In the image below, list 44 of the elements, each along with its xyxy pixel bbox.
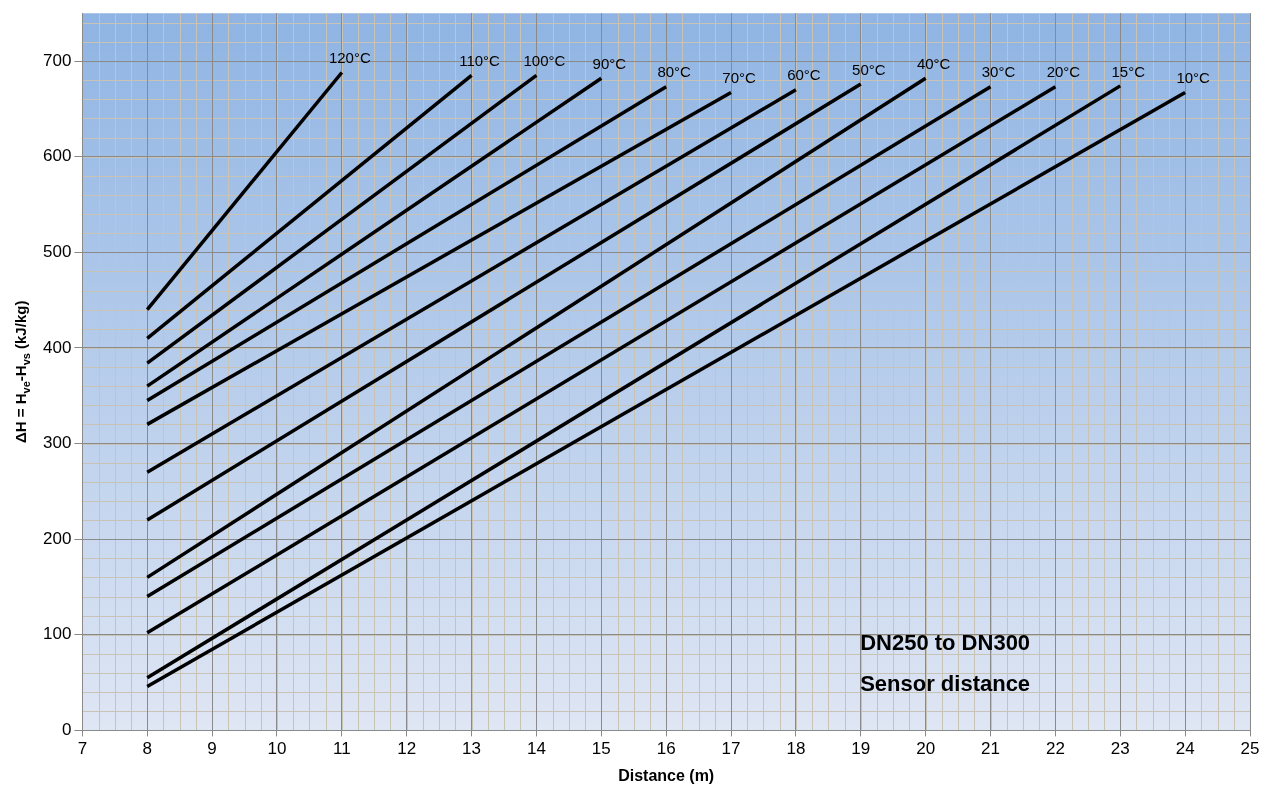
y-tick-label: 0 — [61, 720, 72, 740]
x-tick-label: 21 — [981, 739, 1000, 759]
series-label: 10°C — [1176, 69, 1211, 87]
series-label: 100°C — [523, 52, 566, 69]
series-label: 40°C — [916, 54, 951, 72]
x-tick-label: 16 — [656, 739, 676, 759]
series-label: 110°C — [459, 52, 501, 69]
x-tick-label: 23 — [1110, 739, 1130, 759]
x-tick-label: 9 — [207, 739, 217, 759]
x-tick-label: 19 — [851, 739, 871, 759]
x-tick-label: 25 — [1240, 739, 1260, 759]
x-tick-label: 14 — [526, 739, 546, 759]
series-label: 60°C — [787, 66, 821, 84]
annotation: Sensor distance — [860, 670, 1031, 696]
y-tick-label: 500 — [42, 241, 72, 261]
series-label: 30°C — [981, 63, 1016, 81]
series-label: 120°C — [328, 49, 371, 67]
series-label: 50°C — [852, 60, 886, 78]
series-label: 80°C — [657, 63, 692, 81]
x-tick-label: 7 — [77, 739, 88, 759]
series-label: 15°C — [1111, 62, 1146, 80]
x-tick-label: 17 — [721, 739, 741, 759]
series-label: 20°C — [1046, 63, 1081, 81]
x-tick-label: 10 — [267, 739, 287, 759]
series-label: 70°C — [722, 69, 756, 87]
x-tick-label: 12 — [397, 739, 417, 759]
y-tick-label: 600 — [42, 146, 72, 166]
x-tick-label: 11 — [333, 739, 351, 759]
annotation: DN250 to DN300 — [860, 630, 1031, 656]
y-tick-label: 100 — [42, 624, 72, 644]
x-tick-label: 24 — [1175, 739, 1195, 759]
x-tick-label: 22 — [1045, 739, 1065, 759]
x-tick-label: 8 — [142, 739, 152, 759]
x-tick-label: 13 — [462, 739, 482, 759]
y-tick-label: 200 — [42, 528, 72, 548]
x-tick-label: 20 — [916, 739, 936, 759]
y-tick-label: 400 — [42, 337, 72, 357]
y-tick-label: 300 — [42, 433, 72, 453]
x-tick-label: 15 — [591, 739, 611, 759]
x-tick-label: 18 — [786, 739, 806, 759]
y-tick-label: 700 — [42, 50, 72, 70]
y-axis-title: ΔH = Hve-Hvs (kJ/kg) — [12, 300, 33, 443]
x-axis-title: Distance (m) — [618, 766, 715, 784]
series-label: 90°C — [592, 54, 627, 72]
